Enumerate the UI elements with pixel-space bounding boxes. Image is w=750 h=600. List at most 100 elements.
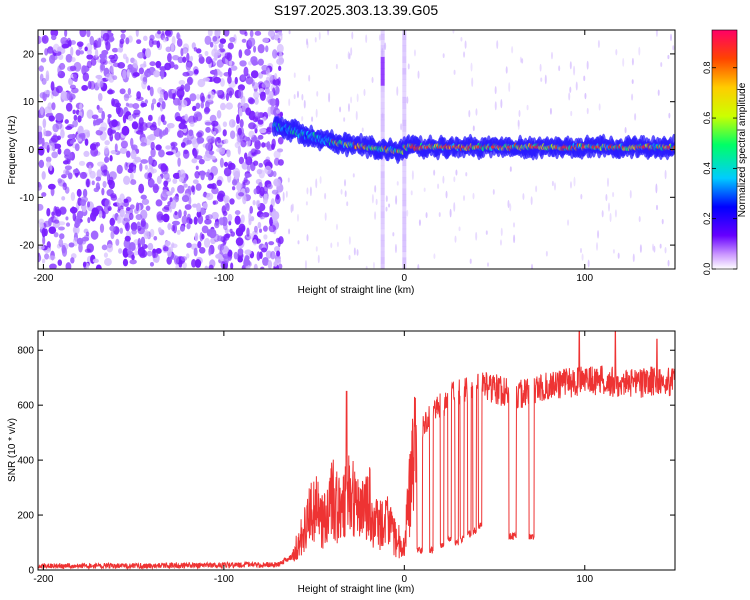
heatmap-cell [244, 187, 250, 194]
heatmap-cell [274, 181, 280, 186]
heatmap-cell [176, 229, 181, 235]
heatmap-cell [655, 30, 658, 37]
heatmap-cell [72, 212, 77, 222]
heatmap-cell [86, 243, 94, 253]
heatmap-cell [267, 260, 273, 269]
heatmap-cell [372, 261, 375, 269]
heatmap-cell [57, 259, 63, 266]
heatmap-cell [216, 109, 222, 119]
heatmap-cell [218, 217, 226, 225]
heatmap-cell [83, 150, 90, 157]
heatmap-cell [148, 172, 153, 179]
heatmap-cell [253, 45, 257, 53]
heatmap-cell [188, 218, 193, 225]
heatmap-cell [235, 237, 244, 246]
heatmap-cell [38, 183, 43, 191]
heatmap-cell [309, 186, 312, 197]
heatmap-cell [252, 239, 258, 246]
heatmap-cell [371, 76, 374, 84]
heatmap-cell [195, 102, 201, 109]
heatmap-cell [234, 210, 241, 216]
heatmap-cell [95, 176, 102, 182]
heatmap-cell [343, 117, 346, 122]
heatmap-cell [176, 130, 184, 138]
heatmap-cell [272, 218, 278, 224]
heatmap-cell [402, 125, 407, 132]
heatmap-cell [132, 124, 138, 130]
heatmap-cell [214, 30, 221, 38]
heatmap-cell [452, 30, 455, 34]
heatmap-cell [544, 74, 547, 85]
heatmap-cell [169, 197, 173, 202]
heatmap-cell [365, 34, 368, 43]
heatmap-cell [41, 171, 46, 180]
heatmap-cell [234, 215, 241, 225]
heatmap-cell [209, 114, 217, 123]
heatmap-cell [380, 73, 385, 80]
heatmap-cell [76, 188, 82, 197]
heatmap-cell [622, 57, 625, 67]
heatmap-cell [222, 195, 230, 203]
heatmap-cell [597, 39, 600, 49]
heatmap-cell [660, 62, 663, 68]
heatmap-cell [517, 119, 520, 127]
heatmap-cell [125, 56, 129, 64]
heatmap-cell [229, 36, 236, 43]
heatmap-cell [40, 105, 44, 116]
heatmap-cell [203, 153, 212, 162]
heatmap-cell [471, 77, 474, 88]
snr-series-line [38, 331, 675, 570]
heatmap-cell [406, 209, 409, 217]
heatmap-cell [152, 98, 157, 105]
heatmap-cell [68, 242, 75, 248]
heatmap-cell [570, 110, 573, 117]
heatmap-cell [99, 62, 104, 73]
heatmap-cell [197, 241, 202, 249]
heatmap-cell [180, 99, 188, 108]
heatmap-cell [509, 166, 512, 172]
heatmap-cell [79, 171, 88, 180]
heatmap-cell [45, 74, 50, 82]
heatmap-cell [225, 233, 231, 239]
heatmap-cell [243, 257, 250, 267]
heatmap-cell [109, 64, 115, 73]
y-tick-label: 0 [28, 145, 34, 156]
heatmap-cell [193, 47, 198, 52]
heatmap-cell [72, 72, 79, 79]
heatmap-cell [165, 46, 172, 53]
heatmap-cell [220, 102, 226, 111]
spectrogram-y-label: Frequency (Hz) [7, 116, 18, 185]
heatmap-cell [183, 183, 188, 188]
heatmap-cell [569, 86, 572, 93]
heatmap-cell [221, 205, 227, 214]
heatmap-cell [107, 113, 112, 119]
heatmap-cell [166, 122, 175, 129]
heatmap-cell [275, 193, 280, 200]
heatmap-cell [347, 103, 350, 112]
heatmap-cell [612, 249, 615, 254]
heatmap-cell [612, 192, 615, 198]
heatmap-cell [226, 149, 231, 158]
heatmap-cell [53, 143, 62, 149]
heatmap-cell [222, 129, 227, 137]
heatmap-cell [275, 237, 281, 243]
heatmap-cell [277, 159, 284, 166]
heatmap-cell [70, 46, 74, 57]
heatmap-cell [135, 30, 139, 38]
heatmap-cell [413, 49, 416, 57]
heatmap-cell [402, 223, 407, 230]
heatmap-cell [184, 204, 192, 210]
heatmap-cell [60, 129, 65, 139]
heatmap-cell [141, 198, 150, 205]
heatmap-cell [85, 231, 90, 237]
heatmap-cell [185, 61, 192, 71]
heatmap-cell [204, 121, 212, 126]
heatmap-cell [245, 136, 251, 142]
heatmap-cell [267, 30, 275, 37]
heatmap-cell [135, 96, 144, 102]
heatmap-cell [586, 107, 589, 115]
heatmap-cell [194, 232, 199, 242]
heatmap-cell [517, 120, 520, 130]
heatmap-cell [104, 156, 110, 163]
